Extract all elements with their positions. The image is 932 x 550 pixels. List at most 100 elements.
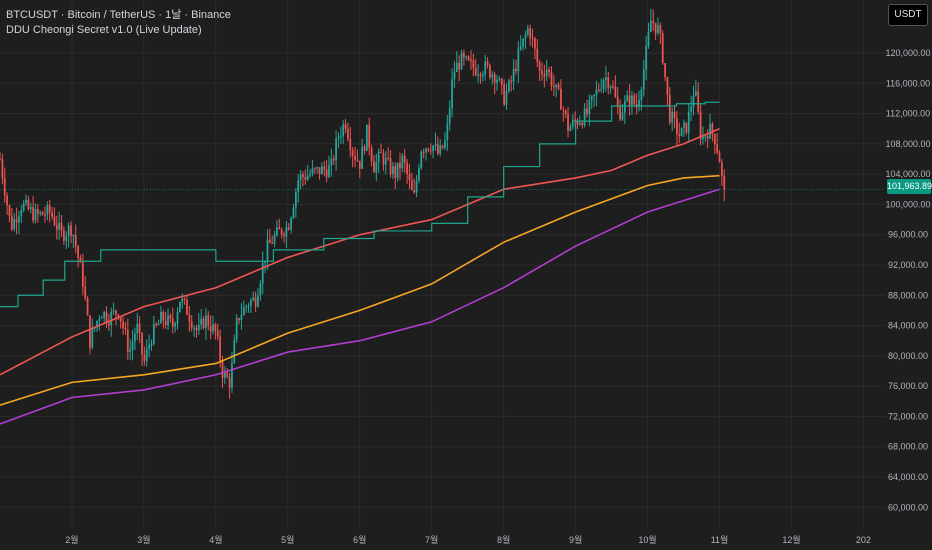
- candle-body: [3, 178, 6, 196]
- candle-body: [702, 137, 704, 139]
- candle-body: [451, 79, 453, 109]
- candle-body: [463, 53, 465, 58]
- candle-body: [690, 106, 692, 112]
- y-tick-label: 120,000.00: [885, 48, 930, 58]
- candle-body: [503, 84, 506, 105]
- candle-body: [53, 216, 56, 225]
- candle-body: [63, 230, 65, 241]
- candle-body: [586, 108, 588, 115]
- candle-body: [465, 56, 468, 58]
- candle-body: [595, 89, 598, 95]
- candle-body: [193, 327, 195, 329]
- candle-body: [628, 95, 631, 106]
- candle-body: [138, 323, 141, 333]
- candle-body: [550, 72, 553, 86]
- candle-body: [81, 262, 84, 287]
- candle-body: [659, 25, 662, 34]
- candle-body: [699, 111, 702, 139]
- candle-body: [365, 124, 368, 151]
- candle-body: [496, 79, 498, 83]
- candle-body: [337, 137, 340, 139]
- x-tick-label: 4월: [209, 534, 222, 545]
- candle-body: [209, 326, 212, 332]
- candle-body: [486, 61, 489, 66]
- candle-body: [311, 168, 314, 174]
- candle-body: [571, 119, 574, 127]
- candle-body: [188, 314, 191, 322]
- candle-body: [723, 176, 726, 190]
- candle-body: [226, 372, 229, 378]
- candle-body: [136, 323, 139, 334]
- candle-body: [70, 225, 72, 237]
- candle-body: [51, 212, 53, 217]
- time-axis[interactable]: 2월 3월 4월 5월 6월 7월 8월 9월 10월 11월 12월 202: [65, 534, 871, 545]
- price-axis[interactable]: 60,000.00 64,000.00 68,000.00 72,000.00 76,0…: [885, 48, 930, 512]
- candle-body: [574, 119, 577, 121]
- candle-body: [119, 317, 122, 322]
- candle-body: [205, 315, 207, 329]
- candle-body: [429, 150, 432, 152]
- candle-body: [55, 224, 58, 230]
- y-tick-label: 60,000.00: [888, 502, 928, 512]
- candle-body: [581, 122, 584, 126]
- candle-body: [287, 227, 290, 230]
- candle-body: [242, 307, 245, 315]
- red-line-series: [0, 127, 720, 376]
- y-tick-label: 84,000.00: [888, 321, 928, 331]
- candle-body: [29, 207, 32, 210]
- candle-body: [297, 180, 300, 192]
- candle-body: [155, 323, 158, 326]
- candle-body: [323, 166, 326, 170]
- candle-body: [479, 74, 482, 77]
- x-tick-label: 2월: [65, 534, 78, 545]
- candle-body: [706, 136, 709, 139]
- candle-body: [150, 343, 153, 346]
- candle-body: [545, 69, 548, 77]
- candle-body: [77, 246, 79, 258]
- candle-body: [110, 311, 113, 326]
- candle-body: [13, 218, 16, 230]
- candle-body: [455, 62, 458, 72]
- symbol-title[interactable]: BTCUSDT · Bitcoin / TetherUS · 1날 · Bina…: [6, 9, 231, 21]
- candle-body: [415, 180, 418, 193]
- y-tick-label: 80,000.00: [888, 351, 928, 361]
- candle-body: [602, 80, 605, 90]
- candle-body: [34, 209, 37, 221]
- candle-body: [685, 122, 688, 133]
- currency-badge[interactable]: USDT: [888, 4, 928, 26]
- indicator-title[interactable]: DDU Cheongi Secret v1.0 (Live Update): [6, 24, 202, 36]
- y-tick-label: 96,000.00: [888, 230, 928, 240]
- candle-body: [593, 94, 595, 97]
- candle-body: [512, 68, 515, 82]
- candle-body: [552, 85, 555, 88]
- candle-body: [541, 70, 543, 75]
- candle-body: [564, 110, 567, 115]
- candle-body: [427, 148, 430, 151]
- candle-body: [377, 151, 380, 163]
- candle-body: [299, 174, 302, 181]
- candle-body: [382, 152, 385, 165]
- candle-body: [318, 167, 321, 175]
- candle-body: [46, 205, 49, 215]
- candle-body: [273, 235, 276, 244]
- candle-body: [60, 222, 63, 231]
- y-tick-label: 104,000.00: [885, 169, 930, 179]
- candle-body: [238, 318, 240, 321]
- candle-body: [515, 68, 517, 72]
- candle-body: [160, 312, 162, 324]
- x-tick-label: 3월: [137, 534, 150, 545]
- candle-body: [332, 158, 335, 161]
- indicator-lines: [0, 101, 720, 425]
- candle-body: [354, 155, 356, 160]
- last-price-label: 101,963.89: [887, 179, 932, 194]
- candle-body: [678, 134, 681, 137]
- candle-body: [276, 227, 278, 236]
- candle-body: [668, 95, 671, 123]
- candle-body: [709, 123, 711, 139]
- candle-body: [607, 77, 610, 88]
- candle-body: [278, 227, 281, 230]
- candle-body: [67, 225, 70, 236]
- chart-legend: BTCUSDT · Bitcoin / TetherUS · 1날 · Bina…: [6, 8, 231, 38]
